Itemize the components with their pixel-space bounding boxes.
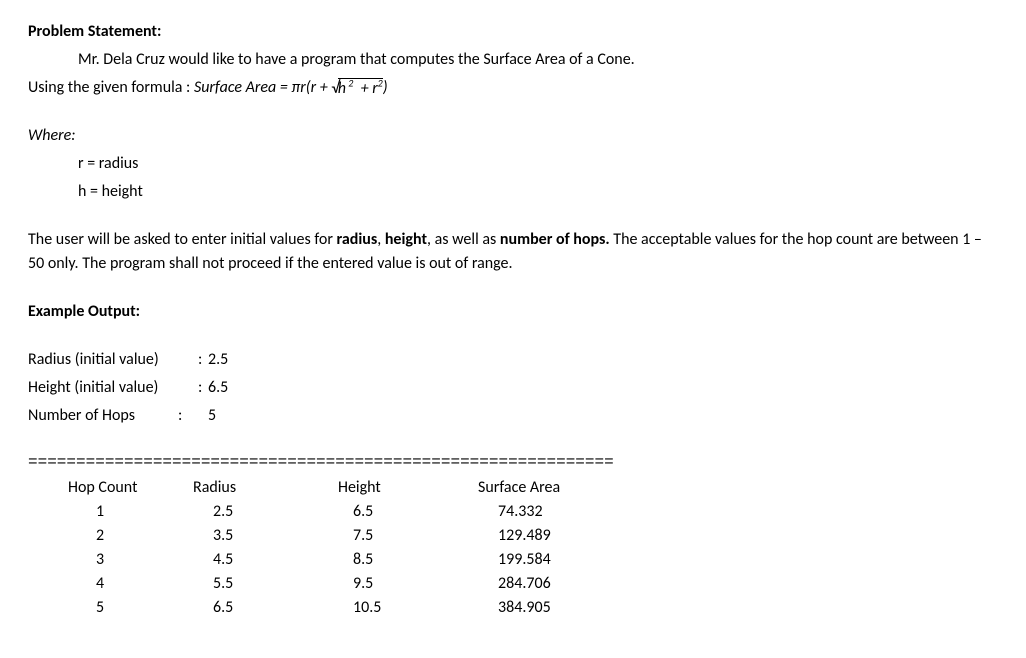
sqrt-plus: + bbox=[353, 79, 372, 98]
td-height: 6.5 bbox=[308, 500, 448, 524]
td-hop: 1 bbox=[28, 500, 178, 524]
input-hops-value: 5 bbox=[208, 404, 216, 428]
desc-bold-radius: radius bbox=[337, 230, 378, 249]
td-sa: 199.584 bbox=[448, 548, 608, 572]
sqrt-r-exp: 2 bbox=[378, 77, 383, 90]
where-heading: Where: bbox=[28, 124, 998, 148]
input-radius-label: Radius (initial value) bbox=[28, 348, 198, 372]
td-hop: 3 bbox=[28, 548, 178, 572]
input-hops-label: Number of Hops bbox=[28, 404, 178, 428]
example-output-heading: Example Output: bbox=[28, 300, 998, 324]
table-header-row: Hop Count Radius Height Surface Area bbox=[28, 476, 998, 500]
td-height: 8.5 bbox=[308, 548, 448, 572]
table-row: 12.56.574.332 bbox=[28, 500, 998, 524]
td-height: 7.5 bbox=[308, 524, 448, 548]
td-height: 9.5 bbox=[308, 572, 448, 596]
desc-comma1: , bbox=[377, 230, 385, 249]
td-hop: 5 bbox=[28, 596, 178, 620]
input-height-label: Height (initial value) bbox=[28, 376, 198, 400]
td-hop: 2 bbox=[28, 524, 178, 548]
where-r: r = radius bbox=[28, 152, 998, 176]
td-sa: 384.905 bbox=[448, 596, 608, 620]
input-hops-row: Number of Hops : 5 bbox=[28, 404, 998, 428]
td-radius: 6.5 bbox=[178, 596, 308, 620]
sqrt-h: h bbox=[338, 79, 346, 98]
th-radius: Radius bbox=[178, 476, 308, 500]
td-sa: 129.489 bbox=[448, 524, 608, 548]
desc-part2: , as well as bbox=[427, 230, 500, 249]
formula: Surface Area = πr(r + √h 2 + r2) bbox=[194, 76, 388, 100]
td-sa: 284.706 bbox=[448, 572, 608, 596]
td-radius: 4.5 bbox=[178, 548, 308, 572]
th-sa: Surface Area bbox=[448, 476, 608, 500]
problem-statement-heading: Problem Statement: bbox=[28, 20, 998, 44]
desc-bold-hops: number of hops. bbox=[500, 230, 610, 249]
divider-line: ========================================… bbox=[28, 454, 998, 470]
sqrt-argument: h 2 + r2 bbox=[338, 78, 383, 98]
input-radius-colon: : bbox=[198, 348, 208, 372]
th-hop: Hop Count bbox=[28, 476, 178, 500]
intro-line-1: Mr. Dela Cruz would like to have a progr… bbox=[28, 48, 998, 72]
input-height-row: Height (initial value) : 6.5 bbox=[28, 376, 998, 400]
td-hop: 4 bbox=[28, 572, 178, 596]
input-height-value: 6.5 bbox=[208, 376, 228, 400]
table-body: 12.56.574.33223.57.5129.48934.58.5199.58… bbox=[28, 500, 998, 620]
input-radius-value: 2.5 bbox=[208, 348, 228, 372]
description-paragraph: The user will be asked to enter initial … bbox=[28, 228, 998, 276]
formula-pir: πr(r + bbox=[291, 76, 331, 100]
formula-lhs: Surface Area bbox=[194, 76, 276, 100]
td-sa: 74.332 bbox=[448, 500, 608, 524]
table-row: 23.57.5129.489 bbox=[28, 524, 998, 548]
table-row: 34.58.5199.584 bbox=[28, 548, 998, 572]
input-height-colon: : bbox=[198, 376, 208, 400]
formula-equals: = bbox=[276, 76, 291, 100]
desc-part1: The user will be asked to enter initial … bbox=[28, 230, 337, 249]
td-radius: 2.5 bbox=[178, 500, 308, 524]
table-row: 45.59.5284.706 bbox=[28, 572, 998, 596]
th-height: Height bbox=[308, 476, 448, 500]
td-radius: 5.5 bbox=[178, 572, 308, 596]
formula-prefix: Using the given formula : bbox=[28, 78, 194, 97]
formula-close: ) bbox=[383, 76, 388, 100]
input-radius-row: Radius (initial value) : 2.5 bbox=[28, 348, 998, 372]
td-height: 10.5 bbox=[308, 596, 448, 620]
desc-bold-height: height bbox=[385, 230, 427, 249]
where-h: h = height bbox=[28, 180, 998, 204]
td-radius: 3.5 bbox=[178, 524, 308, 548]
intro-line-2: Using the given formula : Surface Area =… bbox=[28, 76, 998, 100]
formula-sqrt: √h 2 + r2 bbox=[331, 78, 382, 98]
input-hops-colon: : bbox=[178, 404, 208, 428]
table-row: 56.510.5384.905 bbox=[28, 596, 998, 620]
